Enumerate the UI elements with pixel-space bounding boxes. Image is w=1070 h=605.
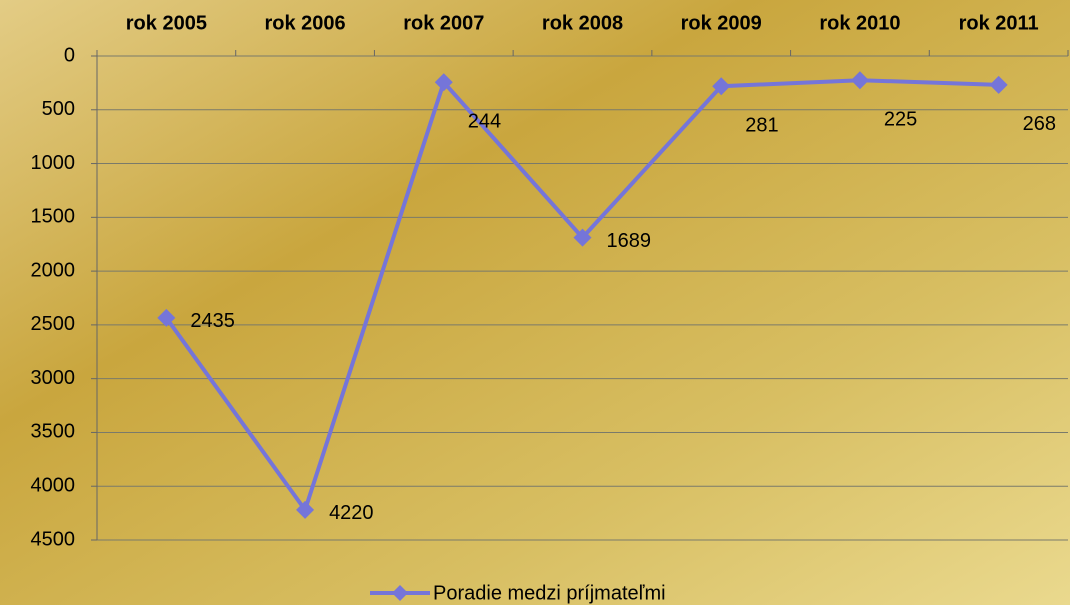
data-label: 2435: [190, 310, 235, 332]
x-tick-label: rok 2010: [819, 12, 900, 34]
legend-label: Poradie medzi príjmateľmi: [433, 582, 666, 604]
data-label: 268: [1023, 113, 1056, 135]
x-tick-label: rok 2005: [126, 12, 207, 34]
y-tick-label: 2000: [31, 259, 76, 281]
y-tick-label: 3000: [31, 367, 76, 389]
x-tick-label: rok 2011: [959, 12, 1039, 34]
x-tick-label: rok 2007: [403, 12, 484, 34]
y-tick-label: 1000: [31, 152, 76, 174]
legend-marker: [392, 585, 408, 601]
marker: [157, 308, 176, 327]
data-label: 225: [884, 108, 917, 130]
x-tick-label: rok 2006: [264, 12, 345, 34]
y-tick-label: 2500: [31, 313, 76, 335]
data-label: 281: [745, 115, 778, 137]
x-tick-label: rok 2009: [681, 12, 762, 34]
data-label: 244: [468, 111, 501, 133]
marker: [296, 500, 315, 519]
y-tick-label: 0: [64, 44, 75, 66]
y-tick-label: 1500: [31, 206, 76, 228]
y-tick-label: 500: [42, 98, 75, 120]
y-tick-label: 4000: [31, 475, 76, 497]
marker: [989, 75, 1008, 94]
marker: [573, 228, 592, 247]
data-label: 4220: [329, 502, 374, 524]
marker: [712, 77, 731, 96]
data-label: 1689: [607, 230, 652, 252]
y-tick-label: 3500: [31, 421, 76, 443]
marker: [850, 71, 869, 90]
marker: [434, 73, 453, 92]
y-tick-label: 4500: [31, 528, 76, 550]
x-tick-label: rok 2008: [542, 12, 623, 34]
